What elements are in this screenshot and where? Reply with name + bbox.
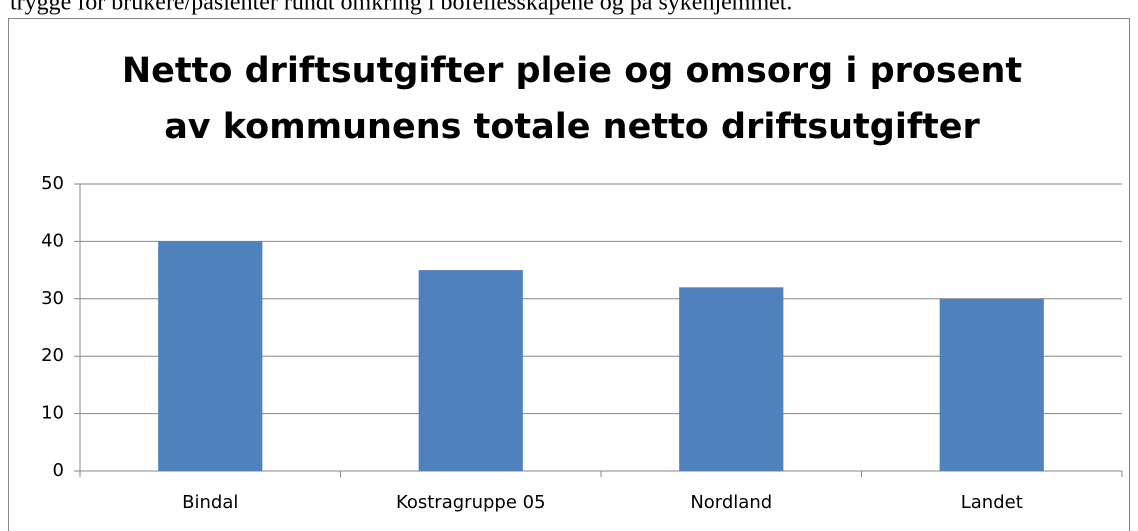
x-tick-label: Kostragruppe 05 <box>396 492 546 513</box>
bar <box>158 241 263 471</box>
x-tick-label: Bindal <box>182 492 238 513</box>
bar <box>679 287 784 471</box>
y-tick-label: 0 <box>53 460 64 481</box>
chart-title: Netto driftsutgifter pleie og omsorg i p… <box>122 51 1022 91</box>
y-tick-label: 10 <box>41 403 64 424</box>
y-tick-label: 30 <box>41 288 64 309</box>
x-tick-label: Nordland <box>690 492 772 513</box>
bar <box>939 298 1044 471</box>
y-tick-label: 40 <box>41 230 64 251</box>
document-text: trygge for brukere/pasienter rundt omkri… <box>10 0 792 16</box>
y-tick-label: 50 <box>41 173 64 194</box>
bar <box>418 270 523 471</box>
chart-title: av kommunens totale netto driftsutgifter <box>164 107 980 147</box>
y-tick-label: 20 <box>41 345 64 366</box>
x-tick-label: Landet <box>961 492 1023 513</box>
